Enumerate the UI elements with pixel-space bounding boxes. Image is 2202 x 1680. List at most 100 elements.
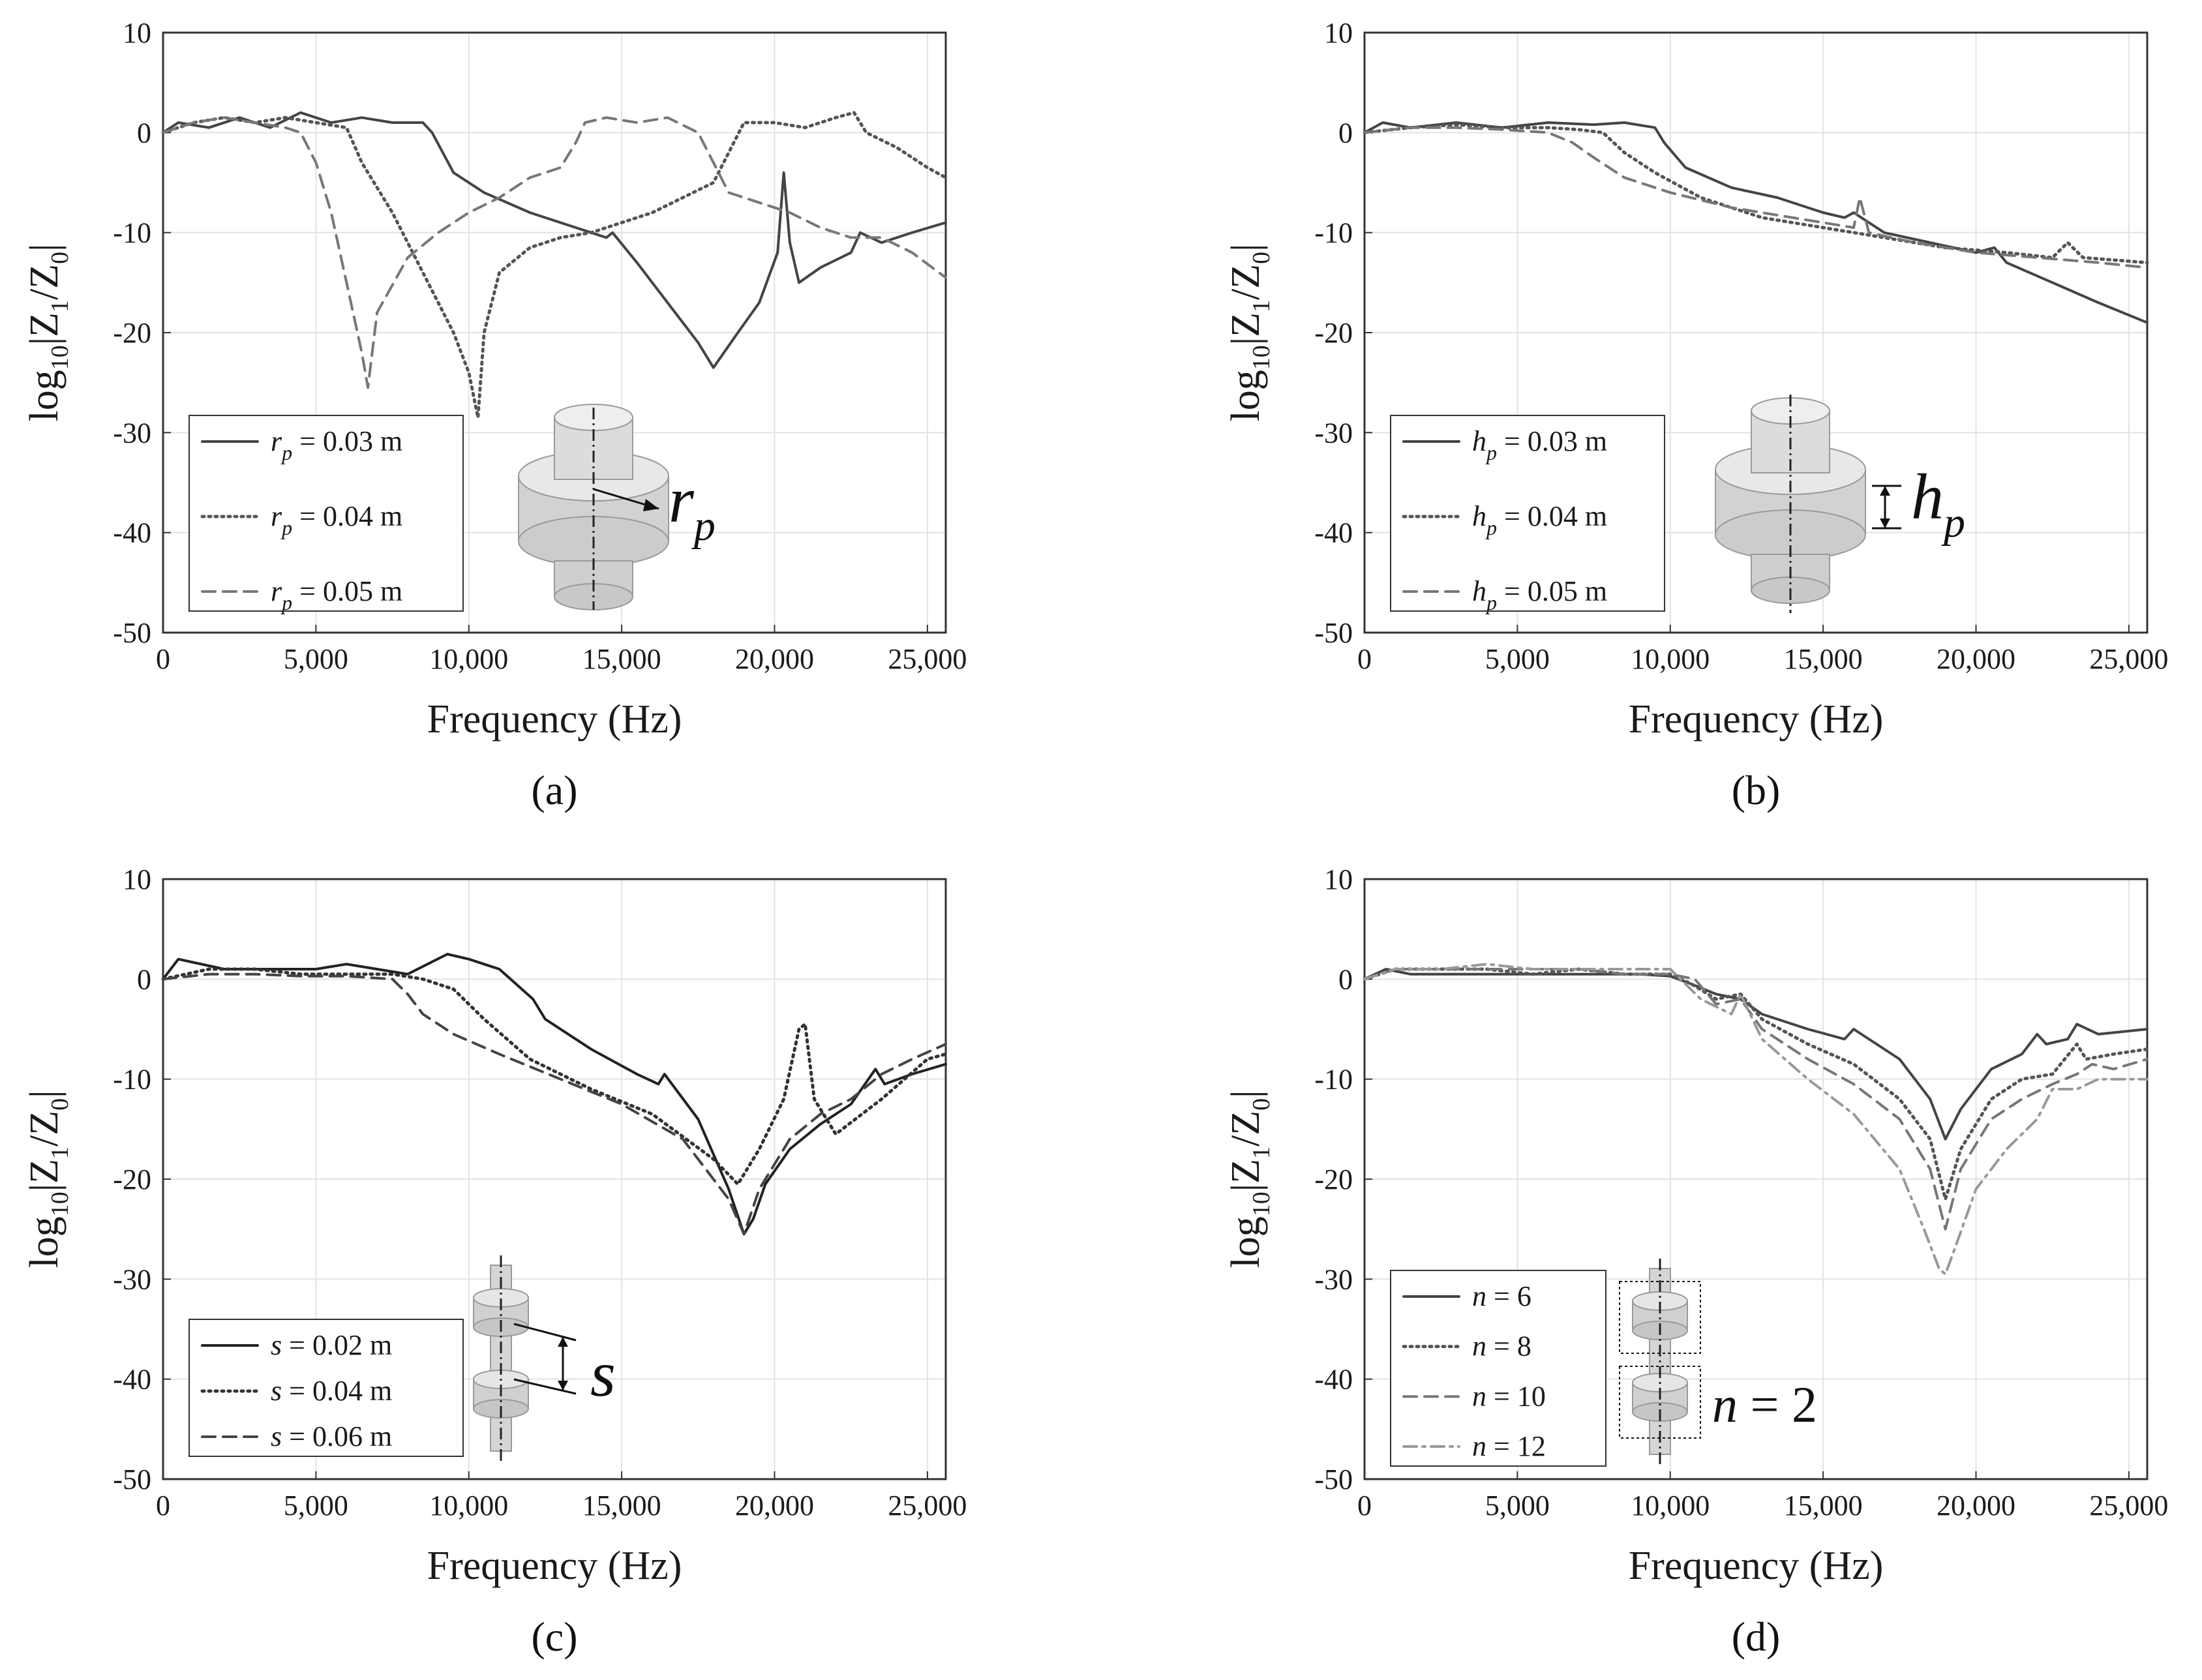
x-axis-label: Frequency (Hz): [427, 697, 682, 742]
y-tick-label: -50: [113, 617, 151, 649]
series-line-2: [1363, 967, 2149, 1201]
legend-label: hp = 0.05 m: [1472, 575, 1607, 614]
y-tick-label: 0: [1338, 117, 1353, 149]
arrow-head-up: [1880, 486, 1890, 496]
spacing-line-top: [513, 1323, 577, 1342]
legend-box: [1390, 1270, 1606, 1467]
diagram-label: rp: [669, 464, 716, 550]
y-tick-label: -20: [1314, 1163, 1353, 1195]
y-tick-label: -30: [1314, 1263, 1353, 1295]
x-tick-label: 0: [156, 1490, 170, 1522]
rotor-diagram: [1715, 395, 1901, 613]
y-tick-label: 10: [123, 863, 151, 895]
y-tick-label: 0: [137, 117, 151, 149]
y-tick-label: -20: [113, 1163, 151, 1195]
y-tick-label: -30: [1314, 417, 1353, 449]
x-tick-label: 10,000: [429, 1490, 508, 1522]
panel-caption: (b): [1732, 767, 1781, 813]
series-line-1: [1363, 968, 2149, 1141]
panel-caption: (c): [531, 1613, 577, 1660]
diagram-label: s: [590, 1338, 616, 1410]
series-layer: [161, 111, 948, 419]
tick-labels: 0 5,000 10,000 15,000 20,000 25,000 10 0 -10 -20 -…: [1314, 17, 2168, 675]
y-tick-label: -40: [1314, 517, 1353, 549]
series-layer: [1363, 963, 2149, 1276]
x-tick-label: 25,000: [888, 643, 967, 675]
legend-label: hp = 0.03 m: [1472, 425, 1607, 464]
legend-label: n = 10: [1472, 1380, 1546, 1412]
legend-label: rp = 0.04 m: [271, 500, 402, 539]
diagram-label: hp: [1911, 460, 1965, 547]
x-tick-label: 0: [1357, 643, 1372, 675]
chart-panel-d: 0 5,000 10,000 15,000 20,000 25,000 10 0 -10 -20 -…: [1224, 863, 2168, 1660]
y-tick-label: 10: [1324, 17, 1353, 49]
series-line-3: [1363, 968, 2149, 1231]
x-tick-label: 10,000: [1631, 1490, 1710, 1522]
legend-label: n = 6: [1472, 1280, 1531, 1312]
y-tick-label: -30: [113, 1263, 151, 1295]
y-tick-label: -40: [113, 517, 151, 549]
x-tick-label: 25,000: [888, 1490, 967, 1522]
y-tick-label: -40: [1314, 1364, 1353, 1396]
series-line-2: [1363, 123, 2149, 265]
y-tick-label: -30: [113, 417, 151, 449]
panel-caption: (a): [531, 767, 577, 813]
legend-label: n = 8: [1472, 1330, 1531, 1362]
legend-label: hp = 0.04 m: [1472, 500, 1607, 539]
x-tick-label: 20,000: [735, 643, 814, 675]
y-axis-label: log10|Z1/Z0|: [1224, 243, 1275, 421]
series-layer: [161, 953, 948, 1236]
y-tick-label: 0: [137, 963, 151, 995]
y-axis-label: log10|Z1/Z0|: [1224, 1090, 1275, 1268]
x-tick-label: 5,000: [284, 643, 348, 675]
y-tick-label: -10: [1314, 217, 1353, 249]
chart-panel-c: 0 5,000 10,000 15,000 20,000 25,000 10 0 -10 -20 -…: [22, 863, 967, 1660]
x-tick-label: 15,000: [582, 643, 661, 675]
y-tick-label: -20: [113, 317, 151, 349]
legend-label: s = 0.06 m: [271, 1420, 392, 1452]
rotor-diagram: [518, 404, 669, 610]
legend-label: n = 12: [1472, 1430, 1546, 1462]
x-tick-label: 15,000: [1784, 643, 1863, 675]
y-tick-label: -40: [113, 1364, 151, 1396]
y-tick-label: -50: [1314, 1463, 1353, 1495]
rotor-diagram: [473, 1255, 577, 1461]
series-line-3: [1363, 126, 2149, 269]
x-tick-label: 0: [156, 643, 170, 675]
x-tick-label: 25,000: [2089, 643, 2168, 675]
y-tick-label: -20: [1314, 317, 1353, 349]
legend-box: [189, 415, 464, 612]
y-tick-label: 0: [1338, 963, 1353, 995]
arrow-head-up: [558, 1337, 568, 1347]
legend: rp = 0.03 m rp = 0.04 m rp = 0.05 m: [189, 415, 464, 614]
x-tick-label: 5,000: [1485, 643, 1550, 675]
x-tick-label: 25,000: [2089, 1490, 2168, 1522]
series-line-1: [1363, 121, 2149, 324]
y-tick-label: -10: [113, 217, 151, 249]
y-tick-label: 10: [1324, 863, 1353, 895]
spacing-line-bottom: [513, 1378, 577, 1395]
legend-label: rp = 0.03 m: [271, 425, 402, 464]
y-tick-label: -10: [1314, 1064, 1353, 1096]
arrow-head-down: [1880, 518, 1890, 528]
tick-labels: 0 5,000 10,000 15,000 20,000 25,000 10 0 -10 -20 -…: [1314, 863, 2168, 1522]
legend-label: s = 0.04 m: [271, 1375, 392, 1407]
x-tick-label: 5,000: [284, 1490, 348, 1522]
y-tick-label: -10: [113, 1064, 151, 1096]
legend: s = 0.02 m s = 0.04 m s = 0.06 m: [189, 1319, 464, 1457]
x-tick-label: 20,000: [1937, 643, 2015, 675]
y-axis-label: log10|Z1/Z0|: [22, 243, 74, 421]
tick-labels: 0 5,000 10,000 15,000 20,000 25,000 10 0 -10 -20 -…: [113, 863, 967, 1522]
y-axis-label: log10|Z1/Z0|: [22, 1090, 74, 1268]
series-line-4: [1363, 963, 2149, 1276]
legend: hp = 0.03 m hp = 0.04 m hp = 0.05 m: [1390, 415, 1665, 614]
series-line-2: [161, 967, 948, 1186]
legend-box: [1390, 415, 1665, 612]
arrow-head-down: [558, 1381, 568, 1390]
series-line-3: [162, 972, 947, 1236]
series-layer: [1363, 121, 2149, 324]
x-axis-label: Frequency (Hz): [1629, 697, 1884, 742]
legend-label: rp = 0.05 m: [271, 575, 402, 614]
x-axis-label: Frequency (Hz): [427, 1544, 682, 1588]
